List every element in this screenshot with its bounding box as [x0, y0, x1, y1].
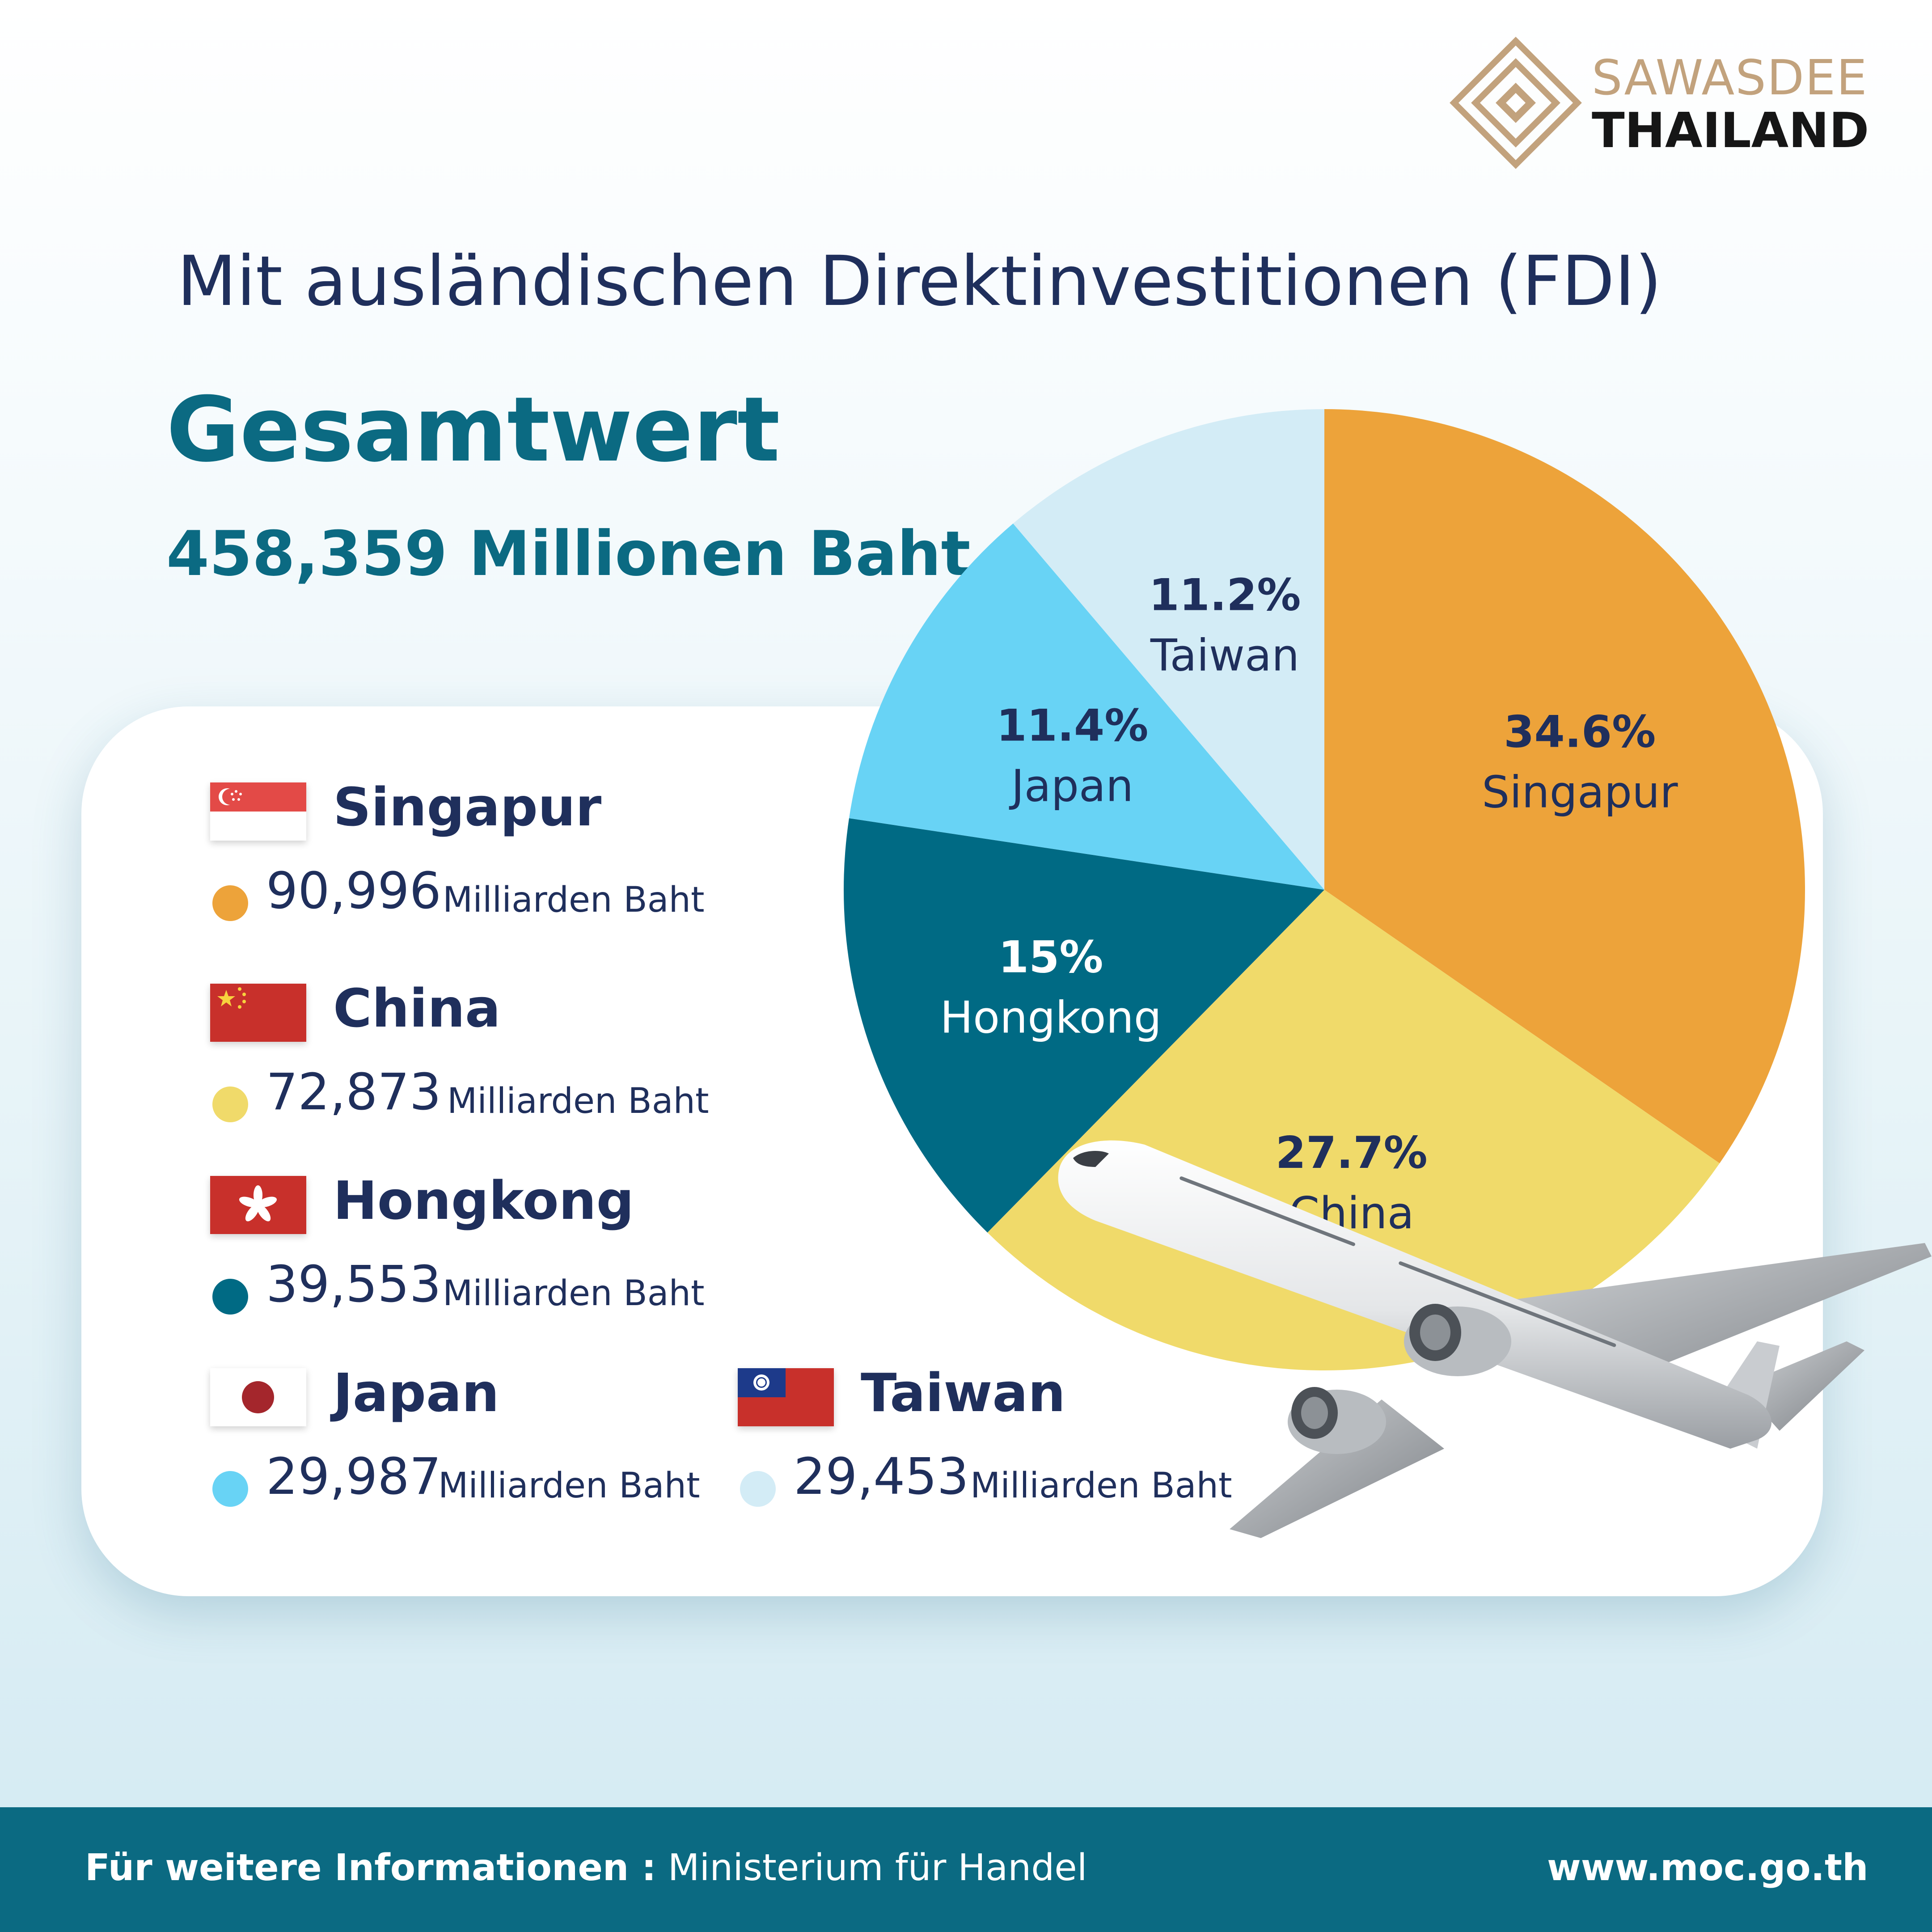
pie-label-country: Hongkong: [940, 992, 1162, 1043]
legend-color-dot: [212, 1086, 248, 1122]
legend-unit: Milliarden Baht: [443, 880, 705, 920]
pie-slice-taiwan: [1013, 409, 1324, 890]
legend-color-dot: [212, 885, 248, 921]
pie-label-country: Taiwan: [1150, 630, 1299, 681]
brand-logo: SAWASDEE THAILAND: [1449, 36, 1887, 170]
pie-label-percent: 15%: [998, 932, 1103, 983]
brand-line2: THAILAND: [1592, 103, 1869, 159]
total-label: Gesamtwert: [166, 378, 780, 482]
total-value: 458,359 Millionen Baht: [166, 518, 971, 590]
diamond-lattice-logo-icon: [1450, 37, 1582, 169]
pie-slices: [843, 409, 1805, 1371]
pie-labels: 34.6%Singapur27.7%China15%Hongkong11.4%J…: [940, 570, 1678, 1239]
footer-url[interactable]: www.moc.go.th: [1547, 1847, 1869, 1889]
legend-name: Singapur: [333, 776, 602, 838]
legend-amount: 72,873: [266, 1063, 441, 1121]
page-title: Mit ausländischen Direktinvestitionen (F…: [177, 241, 1662, 321]
legend-amount: 29,987: [266, 1448, 441, 1506]
pie-label-percent: 11.2%: [1149, 570, 1301, 621]
legend-amount: 90,996: [266, 862, 441, 920]
legend-amount: 29,453: [794, 1448, 969, 1506]
legend-unit: Milliarden Baht: [443, 1273, 705, 1314]
japan-flag-icon: [210, 1368, 306, 1426]
singapore-flag-icon: [210, 782, 306, 841]
legend-unit: Milliarden Baht: [438, 1466, 700, 1506]
legend-color-dot: [740, 1471, 776, 1507]
footer-label: Für weitere Informationen :: [85, 1847, 656, 1889]
brand-line1: SAWASDEE: [1592, 50, 1868, 106]
legend-item-hongkong: Hongkong 39,553 Milliarden Baht: [210, 1170, 791, 1346]
hongkong-flag-icon: [210, 1176, 306, 1234]
legend-item-japan: Japan 29,987 Milliarden Baht: [210, 1362, 791, 1538]
pie-label-percent: 27.7%: [1276, 1128, 1428, 1179]
legend-name: Taiwan: [861, 1362, 1065, 1424]
legend-item-taiwan: Taiwan 29,453 Milliarden Baht: [738, 1362, 1319, 1538]
footer: Für weitere Informationen : Ministerium …: [0, 1807, 1932, 1932]
legend-color-dot: [212, 1471, 248, 1507]
legend-color-dot: [212, 1279, 248, 1315]
taiwan-flag-icon: [738, 1368, 834, 1426]
pie-slice-japan: [849, 523, 1324, 890]
legend-name: China: [333, 977, 501, 1039]
pie-label-percent: 34.6%: [1504, 707, 1656, 758]
pie-slice-china: [987, 890, 1720, 1371]
pie-label-percent: 11.4%: [996, 700, 1148, 751]
footer-source-name: Ministerium für Handel: [656, 1847, 1087, 1889]
pie-slice-singapur: [1324, 409, 1805, 1163]
pie-label-country: Japan: [1009, 761, 1133, 812]
pie-label-country: Singapur: [1482, 767, 1678, 818]
footer-source: Für weitere Informationen : Ministerium …: [85, 1847, 1087, 1889]
legend-amount: 39,553: [266, 1256, 441, 1314]
legend-name: Japan: [333, 1362, 499, 1424]
china-flag-icon: [210, 984, 306, 1042]
legend-item-china: China 72,873 Milliarden Baht: [210, 977, 791, 1154]
legend-item-singapur: Singapur 90,996 Milliarden Baht: [210, 776, 791, 952]
legend-unit: Milliarden Baht: [447, 1081, 709, 1121]
legend-name: Hongkong: [333, 1170, 634, 1231]
legend-unit: Milliarden Baht: [970, 1466, 1232, 1506]
pie-slice-hongkong: [843, 818, 1324, 1233]
airplane-icon: [1058, 1140, 1932, 1538]
